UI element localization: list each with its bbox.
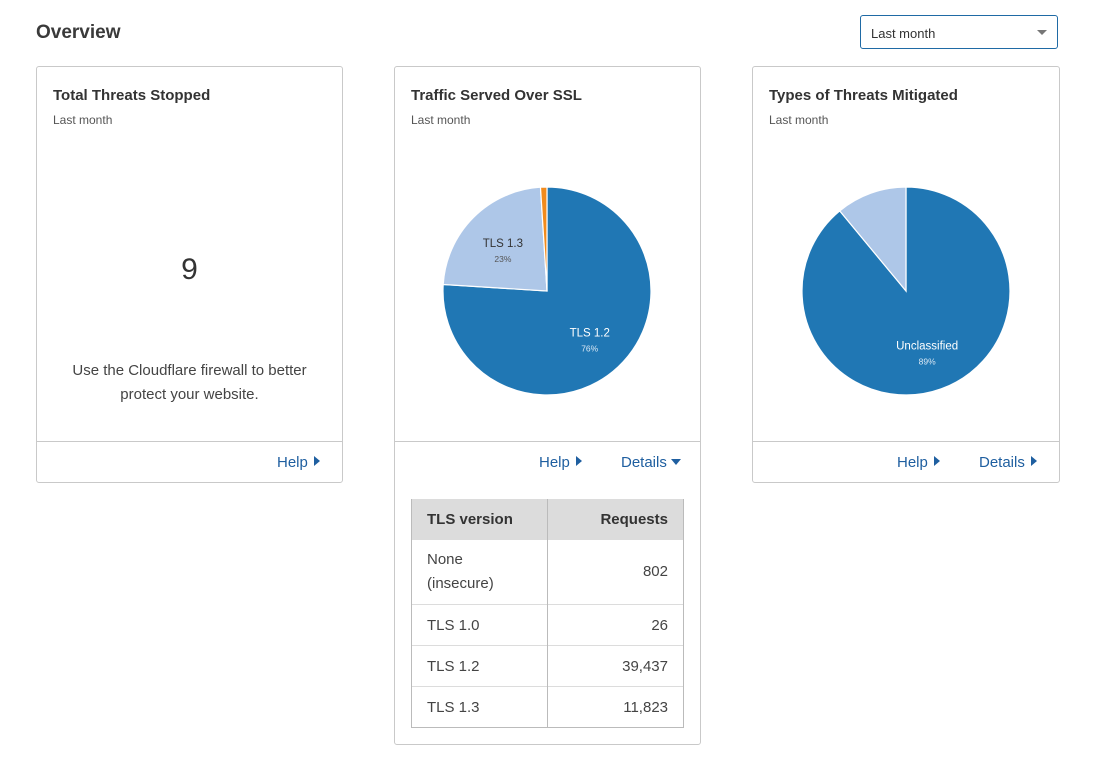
card-title: Total Threats Stopped [53, 87, 211, 104]
table-row: None (insecure) 802 [411, 539, 684, 605]
column-header-requests: Requests [547, 499, 684, 540]
period-select-value: Last month [871, 26, 936, 41]
card-subtitle: Last month [769, 113, 829, 127]
help-link[interactable]: Help [539, 454, 582, 471]
card-footer: Help Details [395, 441, 700, 482]
chevron-down-icon [1037, 30, 1047, 35]
ssl-card: Traffic Served Over SSL Last month TLS 1… [394, 66, 701, 745]
tls-table: TLS version Requests None (insecure) 802… [411, 499, 684, 727]
table-row: TLS 1.2 39,437 [411, 645, 684, 687]
caret-right-icon [933, 456, 940, 466]
pie-slice [442, 186, 652, 396]
card-title: Traffic Served Over SSL [411, 87, 582, 104]
pie-slice [442, 186, 548, 292]
card-footer: Help [37, 441, 342, 482]
caret-right-icon [313, 456, 320, 466]
card-subtitle: Last month [411, 113, 471, 127]
table-row: TLS 1.3 11,823 [411, 686, 684, 727]
slice-percent-label: 89% [919, 357, 936, 367]
caret-down-icon [670, 459, 681, 465]
slice-percent-label: 76% [581, 343, 598, 353]
card-title: Types of Threats Mitigated [769, 87, 958, 104]
threats-count: 9 [181, 253, 198, 286]
table-row: TLS 1.0 26 [411, 604, 684, 646]
tls-version-cell: TLS 1.3 [411, 686, 548, 727]
help-link[interactable]: Help [277, 454, 320, 471]
tls-version-cell: TLS 1.0 [411, 604, 548, 646]
firewall-hint: Use the Cloudflare firewall to better pr… [72, 362, 307, 403]
table-header-row: TLS version Requests [411, 499, 684, 540]
requests-cell: 26 [547, 604, 684, 646]
details-label: Details [621, 454, 667, 471]
ssl-pie-chart: TLS 1.2 76% TLS 1.3 23% [442, 186, 652, 396]
threats-card: Total Threats Stopped Last month 9 Use t… [36, 66, 343, 483]
card-footer: Help Details [753, 441, 1059, 482]
threat-types-card: Types of Threats Mitigated Last month Un… [752, 66, 1060, 483]
requests-cell: 11,823 [547, 686, 684, 727]
help-label: Help [539, 454, 570, 471]
details-label: Details [979, 454, 1025, 471]
pie-slice [539, 186, 548, 292]
pie-slice [838, 186, 907, 293]
help-label: Help [277, 454, 308, 471]
slice-label: TLS 1.3 [483, 238, 523, 250]
caret-right-icon [1030, 456, 1037, 466]
page-title: Overview [36, 22, 121, 43]
help-link[interactable]: Help [897, 454, 940, 471]
slice-percent-label: 23% [494, 254, 511, 264]
slice-label: TLS 1.2 [570, 327, 610, 339]
slice-label: Unclassified [896, 341, 958, 353]
tls-version-cell: TLS 1.2 [411, 645, 548, 687]
column-header-version: TLS version [411, 499, 548, 540]
card-subtitle: Last month [53, 113, 113, 127]
period-select[interactable]: Last month [860, 15, 1058, 49]
details-link[interactable]: Details [979, 454, 1037, 471]
requests-cell: 802 [547, 539, 684, 605]
tls-version-cell: None (insecure) [411, 539, 548, 605]
threat-types-pie-chart: Unclassified 89% [801, 186, 1011, 396]
help-label: Help [897, 454, 928, 471]
requests-cell: 39,437 [547, 645, 684, 687]
caret-right-icon [575, 456, 582, 466]
details-toggle[interactable]: Details [621, 454, 681, 471]
